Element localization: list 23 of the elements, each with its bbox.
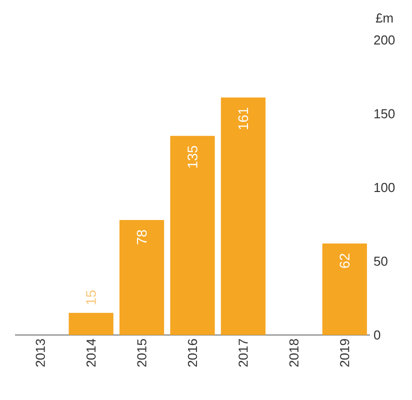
x-tick-label: 2017 bbox=[238, 339, 248, 367]
y-tick-label: 0 bbox=[374, 330, 380, 340]
data-label: 62 bbox=[340, 254, 350, 268]
x-tick-label: 2015 bbox=[137, 339, 146, 367]
bar bbox=[220, 98, 266, 335]
x-tick-label: 2014 bbox=[86, 338, 96, 367]
y-axis-title: £m bbox=[376, 13, 393, 22]
x-tick-label: 2019 bbox=[340, 339, 350, 367]
y-tick-label: 100 bbox=[374, 182, 395, 192]
data-label: 161 bbox=[238, 108, 248, 130]
y-tick-label: 50 bbox=[374, 256, 388, 266]
x-tick-label: 2016 bbox=[188, 339, 198, 367]
x-tick-label: 2013 bbox=[36, 339, 45, 367]
data-label: 78 bbox=[136, 230, 147, 244]
y-tick-label: 150 bbox=[374, 109, 395, 118]
bar bbox=[68, 312, 114, 335]
y-tick-label: 200 bbox=[374, 35, 395, 45]
bar bbox=[322, 244, 367, 335]
bar bbox=[119, 220, 164, 335]
data-label: 135 bbox=[188, 146, 198, 168]
x-tick-label: 2018 bbox=[289, 339, 299, 367]
bar bbox=[170, 136, 215, 335]
data-label: 15 bbox=[86, 290, 96, 304]
